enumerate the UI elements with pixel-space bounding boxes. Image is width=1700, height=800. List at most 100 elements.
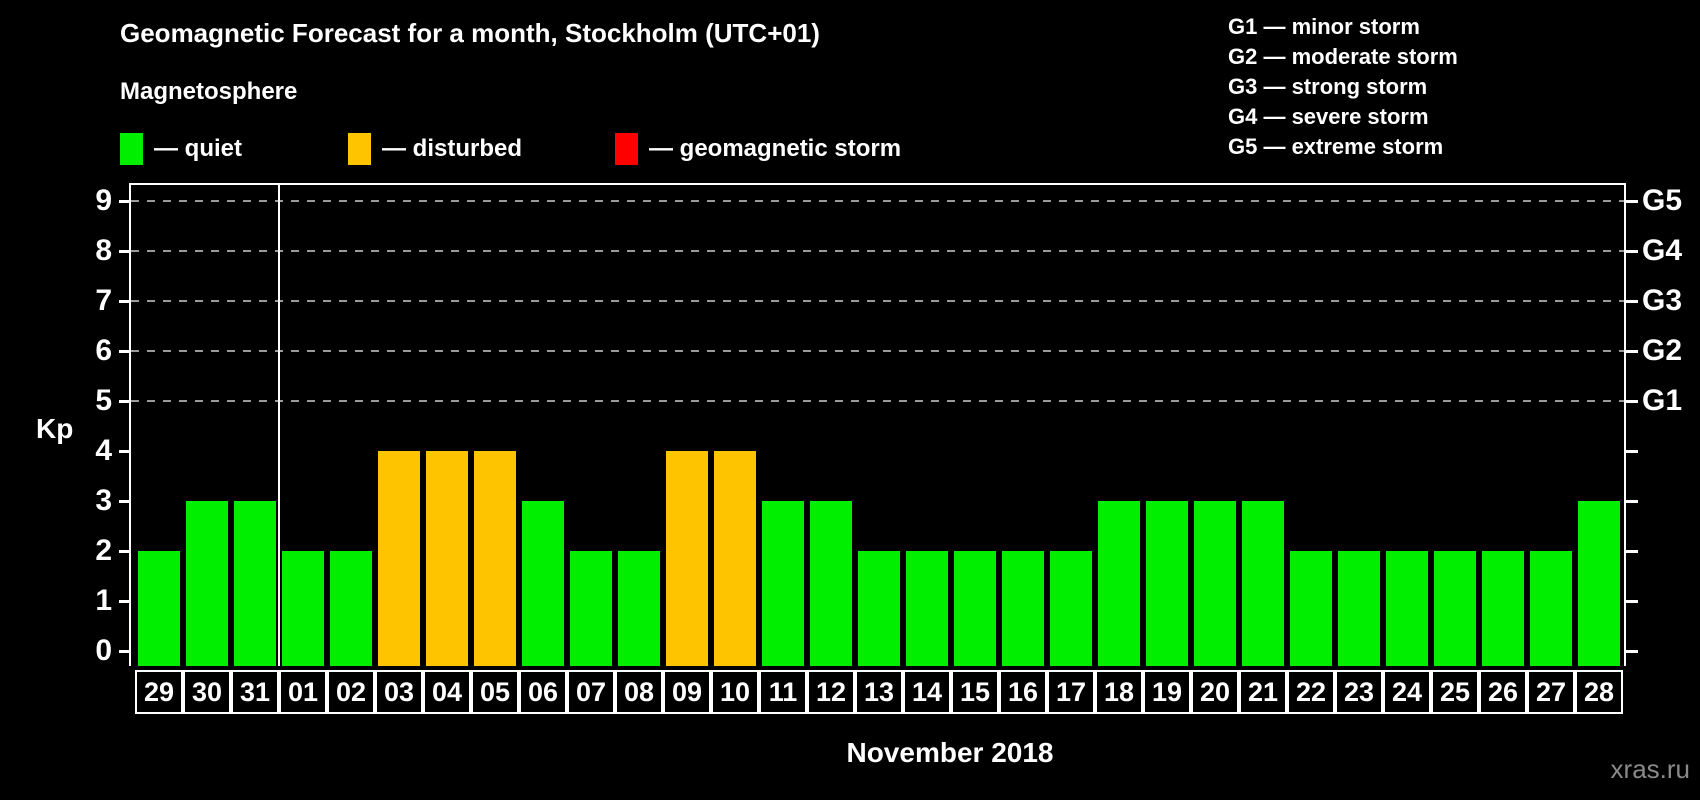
y-axis-tick-label-9: 9 <box>95 184 112 217</box>
y-axis-title: Kp <box>36 413 74 444</box>
day-label-cell-20: 20 <box>1191 670 1239 714</box>
y-axis-tick-right-7 <box>1626 300 1638 303</box>
kp-bar-day-28 <box>1578 501 1620 666</box>
day-label-cell-23: 23 <box>1335 670 1383 714</box>
kp-bar-day-02 <box>330 551 372 666</box>
day-label-cell-29: 29 <box>135 670 183 714</box>
day-label-cell-05: 05 <box>471 670 519 714</box>
watermark: xras.ru <box>1610 754 1690 784</box>
day-label-cell-01: 01 <box>279 670 327 714</box>
day-label-cell-09: 09 <box>663 670 711 714</box>
day-label-cell-08: 08 <box>615 670 663 714</box>
chart-title: Geomagnetic Forecast for a month, Stockh… <box>120 18 820 48</box>
y-axis-tick-left-1 <box>119 600 131 603</box>
y-axis-tick-label-1: 1 <box>95 584 112 617</box>
kp-bar-day-10 <box>714 451 756 666</box>
y-axis-tick-left-3 <box>119 500 131 503</box>
kp-gridline-9 <box>131 200 1624 202</box>
kp-bar-day-24 <box>1386 551 1428 666</box>
y-axis-tick-left-7 <box>119 300 131 303</box>
kp-gridline-6 <box>131 350 1624 352</box>
day-label-cell-31: 31 <box>231 670 279 714</box>
storm-scale-legend-g3: G3 — strong storm <box>1228 74 1428 99</box>
y-axis-tick-label-0: 0 <box>95 634 112 667</box>
kp-bar-day-05 <box>474 451 516 666</box>
kp-bar-day-08 <box>618 551 660 666</box>
plot-area <box>129 183 1626 666</box>
kp-bar-day-01 <box>282 551 324 666</box>
y-axis-tick-label-3: 3 <box>95 484 112 517</box>
day-label-cell-25: 25 <box>1431 670 1479 714</box>
y-axis-tick-right-8 <box>1626 250 1638 253</box>
quiet-color-swatch <box>120 133 143 165</box>
kp-bar-day-29 <box>138 551 180 666</box>
day-label-cell-07: 07 <box>567 670 615 714</box>
storm-scale-legend: G1 — minor storm G2 — moderate storm G3 … <box>1228 12 1458 162</box>
day-label-cell-06: 06 <box>519 670 567 714</box>
y-axis-tick-left-9 <box>119 200 131 203</box>
y-axis-tick-right-2 <box>1626 550 1638 553</box>
storm-color-swatch <box>615 133 638 165</box>
kp-bar-day-07 <box>570 551 612 666</box>
g-scale-label-g3: G3 <box>1642 284 1683 317</box>
kp-bar-day-20 <box>1194 501 1236 666</box>
day-label-cell-11: 11 <box>759 670 807 714</box>
kp-gridline-7 <box>131 300 1624 302</box>
day-label-cell-22: 22 <box>1287 670 1335 714</box>
day-label-cell-14: 14 <box>903 670 951 714</box>
day-label-cell-10: 10 <box>711 670 759 714</box>
kp-bar-day-19 <box>1146 501 1188 666</box>
y-axis-tick-left-6 <box>119 350 131 353</box>
kp-bar-day-18 <box>1098 501 1140 666</box>
kp-bar-day-06 <box>522 501 564 666</box>
legend-item-quiet: — quiet <box>120 133 242 165</box>
y-axis-tick-label-7: 7 <box>95 284 112 317</box>
kp-bar-day-21 <box>1242 501 1284 666</box>
storm-scale-legend-g5: G5 — extreme storm <box>1228 134 1444 159</box>
day-label-cell-24: 24 <box>1383 670 1431 714</box>
kp-bar-day-31 <box>234 501 276 666</box>
day-label-cell-17: 17 <box>1047 670 1095 714</box>
storm-scale-legend-g1: G1 — minor storm <box>1228 14 1420 39</box>
day-label-cell-28: 28 <box>1575 670 1623 714</box>
kp-bar-day-04 <box>426 451 468 666</box>
day-label-cell-21: 21 <box>1239 670 1287 714</box>
legend-item-storm: — geomagnetic storm <box>615 133 901 165</box>
day-label-cell-03: 03 <box>375 670 423 714</box>
storm-scale-legend-g2: G2 — moderate storm <box>1228 44 1458 69</box>
g-scale-label-g4: G4 <box>1642 234 1683 267</box>
day-label-cell-13: 13 <box>855 670 903 714</box>
legend-label-quiet: — quiet <box>154 135 242 162</box>
y-axis-tick-right-3 <box>1626 500 1638 503</box>
y-axis-tick-left-0 <box>119 650 131 653</box>
g-scale-label-g1: G1 <box>1642 384 1683 417</box>
kp-bar-day-23 <box>1338 551 1380 666</box>
kp-bar-day-16 <box>1002 551 1044 666</box>
legend-label-disturbed: — disturbed <box>382 135 523 162</box>
kp-bar-day-13 <box>858 551 900 666</box>
storm-scale-legend-g4: G4 — severe storm <box>1228 104 1429 129</box>
y-axis-tick-left-4 <box>119 450 131 453</box>
day-label-cell-30: 30 <box>183 670 231 714</box>
kp-bar-day-03 <box>378 451 420 666</box>
month-separator-line <box>278 185 280 666</box>
kp-bar-day-14 <box>906 551 948 666</box>
kp-gridline-8 <box>131 250 1624 252</box>
kp-bar-day-15 <box>954 551 996 666</box>
kp-bar-day-12 <box>810 501 852 666</box>
day-label-cell-27: 27 <box>1527 670 1575 714</box>
y-axis-tick-right-4 <box>1626 450 1638 453</box>
y-axis-tick-right-0 <box>1626 650 1638 653</box>
y-axis-tick-label-6: 6 <box>95 334 112 367</box>
disturbed-color-swatch <box>348 133 371 165</box>
kp-bar-day-11 <box>762 501 804 666</box>
legend-item-disturbed: — disturbed <box>348 133 522 165</box>
y-axis-tick-right-1 <box>1626 600 1638 603</box>
kp-gridline-5 <box>131 400 1624 402</box>
day-label-cell-04: 04 <box>423 670 471 714</box>
day-label-cell-15: 15 <box>951 670 999 714</box>
kp-bar-day-26 <box>1482 551 1524 666</box>
kp-bar-day-22 <box>1290 551 1332 666</box>
